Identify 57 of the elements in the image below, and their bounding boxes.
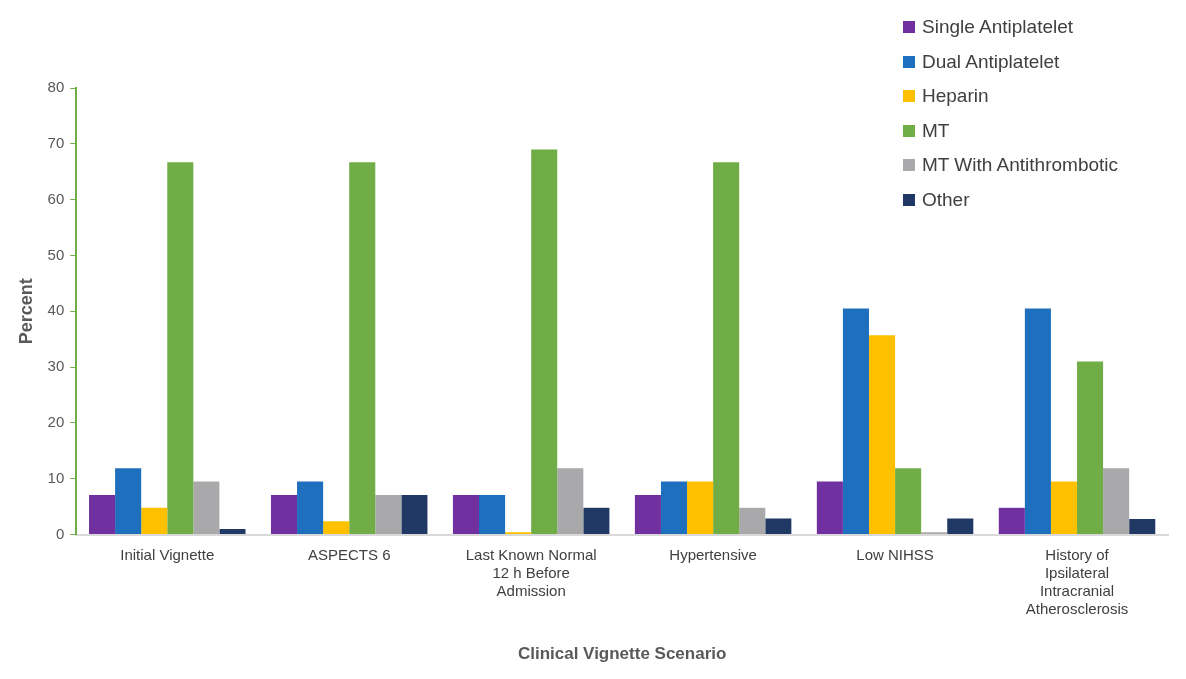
x-tick-label: Low NIHSS [856,545,934,563]
x-tick-label: Hypertensive [669,545,757,563]
bar [739,507,766,535]
bar [479,494,506,535]
y-tick-label: 20 [47,413,65,431]
bar [765,518,792,535]
bar [323,521,350,535]
bar [1129,518,1156,535]
bar [89,494,116,535]
bar [531,149,558,535]
x-tick-label: Initial Vignette [120,545,215,563]
bar [167,162,194,535]
bar [1024,308,1051,535]
y-axis-title: Percent [15,278,36,345]
y-tick-label: 10 [47,468,65,486]
bar [842,308,869,535]
bar [634,494,661,535]
bar [141,507,168,535]
bar [947,518,974,535]
y-tick-label: 40 [47,301,65,319]
bar [219,529,246,535]
legend-label: Single Antiplatelet [922,16,1074,39]
y-tick-label: 50 [47,245,65,263]
bar [660,481,688,535]
bar [687,481,714,535]
legend-label: Other [922,188,970,211]
bar [401,494,428,535]
bar [270,494,298,535]
y-tick-label: 80 [47,78,65,96]
bar [297,481,324,535]
y-tick-label: 70 [47,133,65,151]
bar [1050,481,1078,535]
x-tick-label: ASPECTS 6 [307,545,391,563]
bar [868,335,896,535]
y-tick-label: 60 [47,189,65,207]
bar [583,507,610,535]
legend-label: MT With Antithrombotic [922,154,1119,177]
bar [713,162,740,535]
x-tick-label: Last Known Normal 12 h Before Admission [465,545,597,599]
bar [452,494,480,535]
bar [375,494,402,535]
legend-label: Heparin [922,85,989,108]
y-tick-label: 30 [47,357,65,375]
bar [895,468,922,535]
bar [816,481,843,535]
legend-label: Dual Antiplatelet [922,50,1060,73]
x-axis-title: Clinical Vignette Scenario [517,644,727,664]
bar [193,481,220,535]
bar [1103,468,1130,535]
bar [1077,361,1104,535]
x-tick-label: History of Ipsilateral Intracranial Atherosclerosis [1025,545,1129,617]
y-tick-label: 0 [55,524,65,542]
bar [998,507,1025,535]
bar [349,162,376,535]
bar [115,468,142,535]
bar [557,468,584,535]
legend-label: MT [922,119,950,142]
